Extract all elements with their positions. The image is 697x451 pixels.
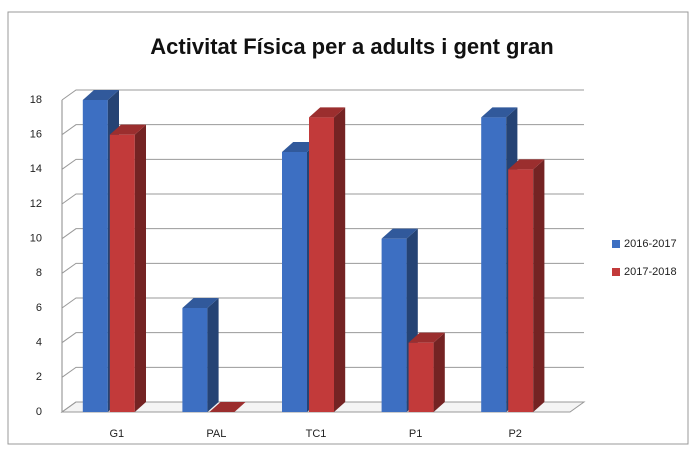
grid-line (61, 89, 584, 101)
chart-title: Activitat Física per a adults i gent gra… (150, 34, 553, 59)
bar-side (207, 298, 219, 412)
bar-front (309, 117, 334, 412)
bar (309, 107, 346, 412)
bar-front (508, 169, 534, 412)
bar-top (408, 332, 445, 343)
x-tick-label: PAL (206, 428, 226, 440)
y-tick-label: 2 (36, 371, 42, 383)
legend-swatch (612, 268, 620, 276)
bar (508, 159, 545, 412)
bar-side (134, 124, 146, 413)
grid-line (61, 124, 584, 136)
bar (381, 228, 418, 412)
bar-top (82, 90, 119, 100)
bar (209, 402, 246, 412)
bar-side (433, 332, 445, 412)
bar-front (182, 308, 208, 412)
legend-swatch (612, 240, 620, 248)
bar-top (182, 298, 219, 308)
bar-top (309, 107, 346, 118)
bar-front (481, 117, 507, 412)
y-tick-label: 12 (30, 198, 42, 210)
x-tick-label: TC1 (306, 428, 327, 440)
bar (408, 332, 445, 412)
bar-front (381, 238, 407, 412)
bar-front (282, 152, 307, 412)
x-tick-label: G1 (109, 428, 124, 440)
grid-line (61, 193, 584, 205)
y-tick-label: 4 (36, 337, 42, 349)
bar-top (508, 159, 545, 170)
bar-top (381, 228, 418, 239)
legend-label: 2017-2018 (624, 266, 677, 278)
bar-top (209, 402, 246, 412)
bar-front (82, 100, 108, 412)
bar (182, 298, 219, 412)
y-tick-label: 8 (36, 267, 42, 279)
bar-side (533, 159, 545, 412)
bar-front (109, 134, 135, 412)
x-tick-label: P2 (508, 428, 521, 440)
bar-front (408, 342, 434, 412)
grid-line (61, 158, 584, 170)
y-tick-label: 18 (30, 94, 42, 106)
y-tick-label: 0 (36, 406, 42, 418)
y-tick-label: 16 (30, 129, 42, 141)
y-tick-label: 6 (36, 302, 42, 314)
bar-side (334, 107, 346, 412)
bar-top (109, 124, 146, 135)
y-tick-label: 14 (30, 163, 42, 175)
bar-top (481, 107, 518, 118)
legend-label: 2016-2017 (624, 238, 677, 250)
y-tick-label: 10 (30, 233, 42, 245)
bar (109, 124, 146, 413)
x-tick-label: P1 (409, 428, 422, 440)
